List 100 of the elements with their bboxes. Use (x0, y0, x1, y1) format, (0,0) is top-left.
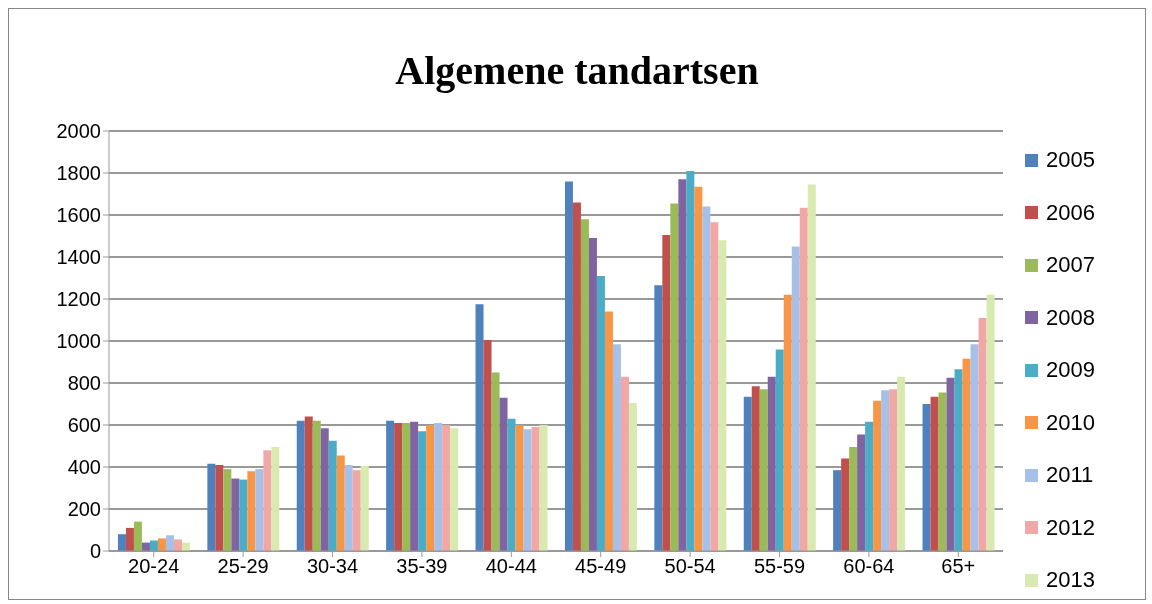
bar (662, 234, 671, 551)
bar (978, 317, 987, 551)
bar (320, 428, 329, 551)
bar (173, 539, 182, 551)
y-tick-label: 1800 (56, 162, 101, 185)
bar (336, 455, 345, 551)
bar (304, 416, 313, 551)
bar (410, 421, 419, 551)
bar (247, 471, 256, 551)
y-tick-label: 2000 (56, 120, 101, 143)
legend-label: 2008 (1046, 304, 1095, 331)
legend-label: 2013 (1046, 567, 1095, 594)
bar (344, 464, 353, 551)
bar (930, 396, 939, 551)
bar (491, 372, 500, 551)
bar (897, 376, 906, 551)
bar (865, 421, 874, 551)
bar (938, 392, 947, 551)
y-tick-label: 600 (67, 414, 101, 437)
bar (564, 181, 573, 551)
bar (434, 422, 443, 551)
bar (402, 422, 411, 551)
bar (686, 170, 695, 551)
bar (620, 376, 629, 551)
bar (962, 358, 971, 551)
bar (531, 427, 540, 551)
bar (954, 369, 963, 551)
x-tick-label: 45-49 (575, 555, 627, 578)
bar (255, 469, 264, 551)
bar (849, 447, 858, 551)
bar (694, 186, 703, 551)
bar (507, 418, 516, 551)
bar (670, 203, 679, 551)
bar (751, 386, 760, 551)
bar (263, 450, 272, 551)
y-tick-label: 200 (67, 498, 101, 521)
bar (881, 390, 890, 551)
bar (539, 425, 548, 551)
y-tick-label: 1200 (56, 288, 101, 311)
bar (833, 470, 842, 551)
bar (628, 402, 637, 551)
bar (499, 397, 508, 551)
legend-label: 2005 (1046, 147, 1095, 174)
bar (946, 377, 955, 551)
bar (450, 428, 459, 551)
bar (678, 179, 687, 551)
bar (702, 206, 711, 551)
bar (426, 425, 435, 551)
legend-label: 2010 (1046, 409, 1095, 436)
x-tick-label: 60-64 (843, 555, 895, 578)
bar (791, 246, 800, 551)
bar (841, 458, 850, 551)
bar (223, 469, 232, 551)
legend-label: 2012 (1046, 514, 1095, 541)
bar (743, 396, 752, 551)
bar (759, 389, 768, 551)
x-tick-label: 55-59 (753, 555, 806, 578)
legend-label: 2011 (1046, 462, 1094, 489)
bar (572, 202, 581, 551)
y-tick-label: 400 (67, 456, 101, 479)
bar (475, 304, 484, 551)
bar (483, 339, 492, 551)
bar (207, 463, 216, 551)
bar (442, 425, 451, 551)
bar (970, 344, 979, 551)
x-tick-label: 25-29 (217, 555, 269, 578)
bar (588, 238, 597, 551)
bar (239, 479, 248, 551)
bar (922, 404, 931, 551)
x-tick-label: 50-54 (664, 555, 716, 578)
y-tick-label: 800 (67, 372, 101, 395)
bar (231, 478, 240, 551)
bar (775, 349, 784, 551)
bar (523, 429, 532, 551)
x-tick-label: 40-44 (485, 555, 537, 578)
bar (783, 294, 792, 551)
y-tick-label: 0 (89, 540, 101, 563)
bar (125, 527, 134, 551)
bar (710, 222, 719, 551)
bar (767, 376, 776, 551)
bar (394, 422, 403, 551)
bar (604, 311, 613, 551)
bar (117, 534, 126, 551)
bar (718, 240, 727, 551)
bar (133, 521, 142, 551)
bar (857, 434, 866, 551)
y-tick-label: 1400 (56, 246, 101, 269)
x-tick-label: 30-34 (306, 555, 359, 578)
legend-label: 2009 (1046, 357, 1095, 384)
chart-title: Algemene tandartsen (394, 47, 760, 94)
bar (807, 184, 816, 551)
bar (312, 420, 321, 551)
bar (215, 464, 224, 551)
bar (580, 219, 589, 551)
bar (873, 400, 882, 551)
bar (271, 447, 280, 551)
legend-label: 2007 (1046, 252, 1095, 279)
bar (418, 431, 427, 551)
bar (165, 535, 174, 551)
y-tick-label: 1600 (56, 204, 101, 227)
